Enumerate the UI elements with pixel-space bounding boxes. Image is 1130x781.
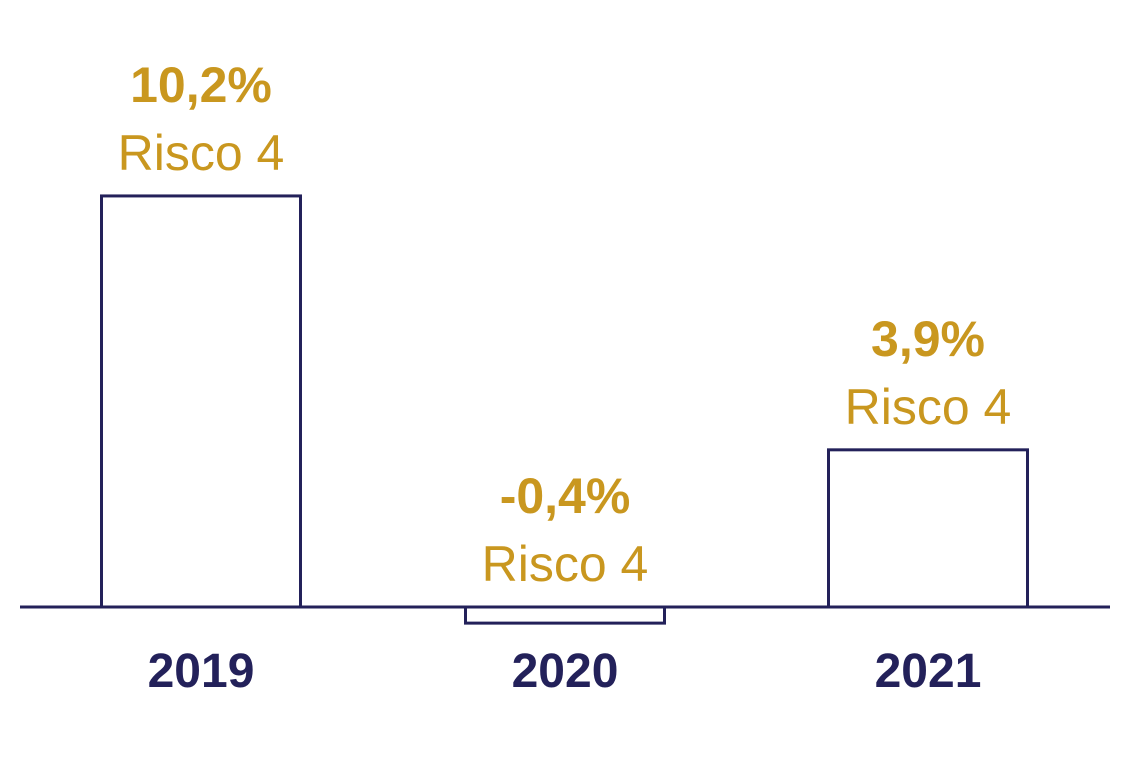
value-label-2020: -0,4%: [500, 468, 631, 524]
value-label-2019: 10,2%: [130, 57, 272, 113]
risk-label-2020: Risco 4: [482, 536, 649, 592]
x-tick-label-2019: 2019: [148, 645, 255, 698]
bar-2020: [464, 605, 666, 625]
bars-layer: [100, 194, 1029, 625]
labels-layer: 10,2% Risco 4 2019 -0,4% Risco 4 2020 3,9% Risc…: [118, 57, 1012, 698]
value-label-2021: 3,9%: [871, 311, 985, 367]
x-tick-label-2020: 2020: [512, 645, 619, 698]
bar-2019: [100, 194, 302, 609]
bar-2021: [827, 448, 1029, 609]
risk-label-2019: Risco 4: [118, 125, 285, 181]
x-tick-label-2021: 2021: [875, 645, 982, 698]
risk-label-2021: Risco 4: [845, 379, 1012, 435]
